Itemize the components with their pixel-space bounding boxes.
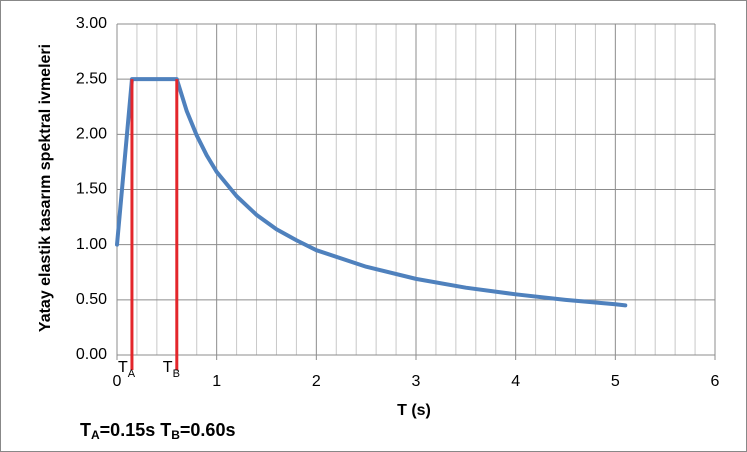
x-tick-label: 0 bbox=[113, 373, 122, 390]
annotation-text: T bbox=[80, 420, 91, 440]
y-tick-label: 1.50 bbox=[76, 181, 107, 198]
annotation-sub: B bbox=[171, 428, 180, 442]
y-axis-title: Yatay elastik tasarım spektral ivmeleri bbox=[37, 44, 54, 332]
annotation-text: =0.60s bbox=[180, 420, 236, 440]
data-line bbox=[115, 77, 628, 308]
y-tick-label: 0.50 bbox=[76, 291, 107, 308]
y-tick-label: 2.00 bbox=[76, 126, 107, 143]
x-tick-label: 2 bbox=[312, 373, 321, 390]
period-label: TA bbox=[118, 359, 136, 380]
y-tick-label: 2.50 bbox=[76, 70, 107, 87]
period-label-sub: B bbox=[173, 368, 180, 380]
x-tick-label: 6 bbox=[711, 373, 720, 390]
x-tick-label: 1 bbox=[212, 373, 221, 390]
y-tick-label: 0.00 bbox=[76, 346, 107, 363]
x-axis-title: T (s) bbox=[397, 402, 431, 419]
y-tick-label: 1.00 bbox=[76, 236, 107, 253]
period-label-main: T bbox=[118, 359, 128, 376]
x-tick-label: 5 bbox=[611, 373, 620, 390]
annotation-text: =0.15s T bbox=[100, 420, 172, 440]
annotation-sub: A bbox=[91, 428, 100, 442]
period-label-sub: A bbox=[128, 368, 136, 380]
x-tick-label: 3 bbox=[412, 373, 421, 390]
y-tick-label: 3.00 bbox=[76, 15, 107, 32]
period-label-main: T bbox=[163, 359, 173, 376]
x-tick-label: 4 bbox=[511, 373, 520, 390]
annotation: TA=0.15s TB=0.60s bbox=[80, 420, 235, 442]
period-label: TB bbox=[163, 359, 180, 380]
